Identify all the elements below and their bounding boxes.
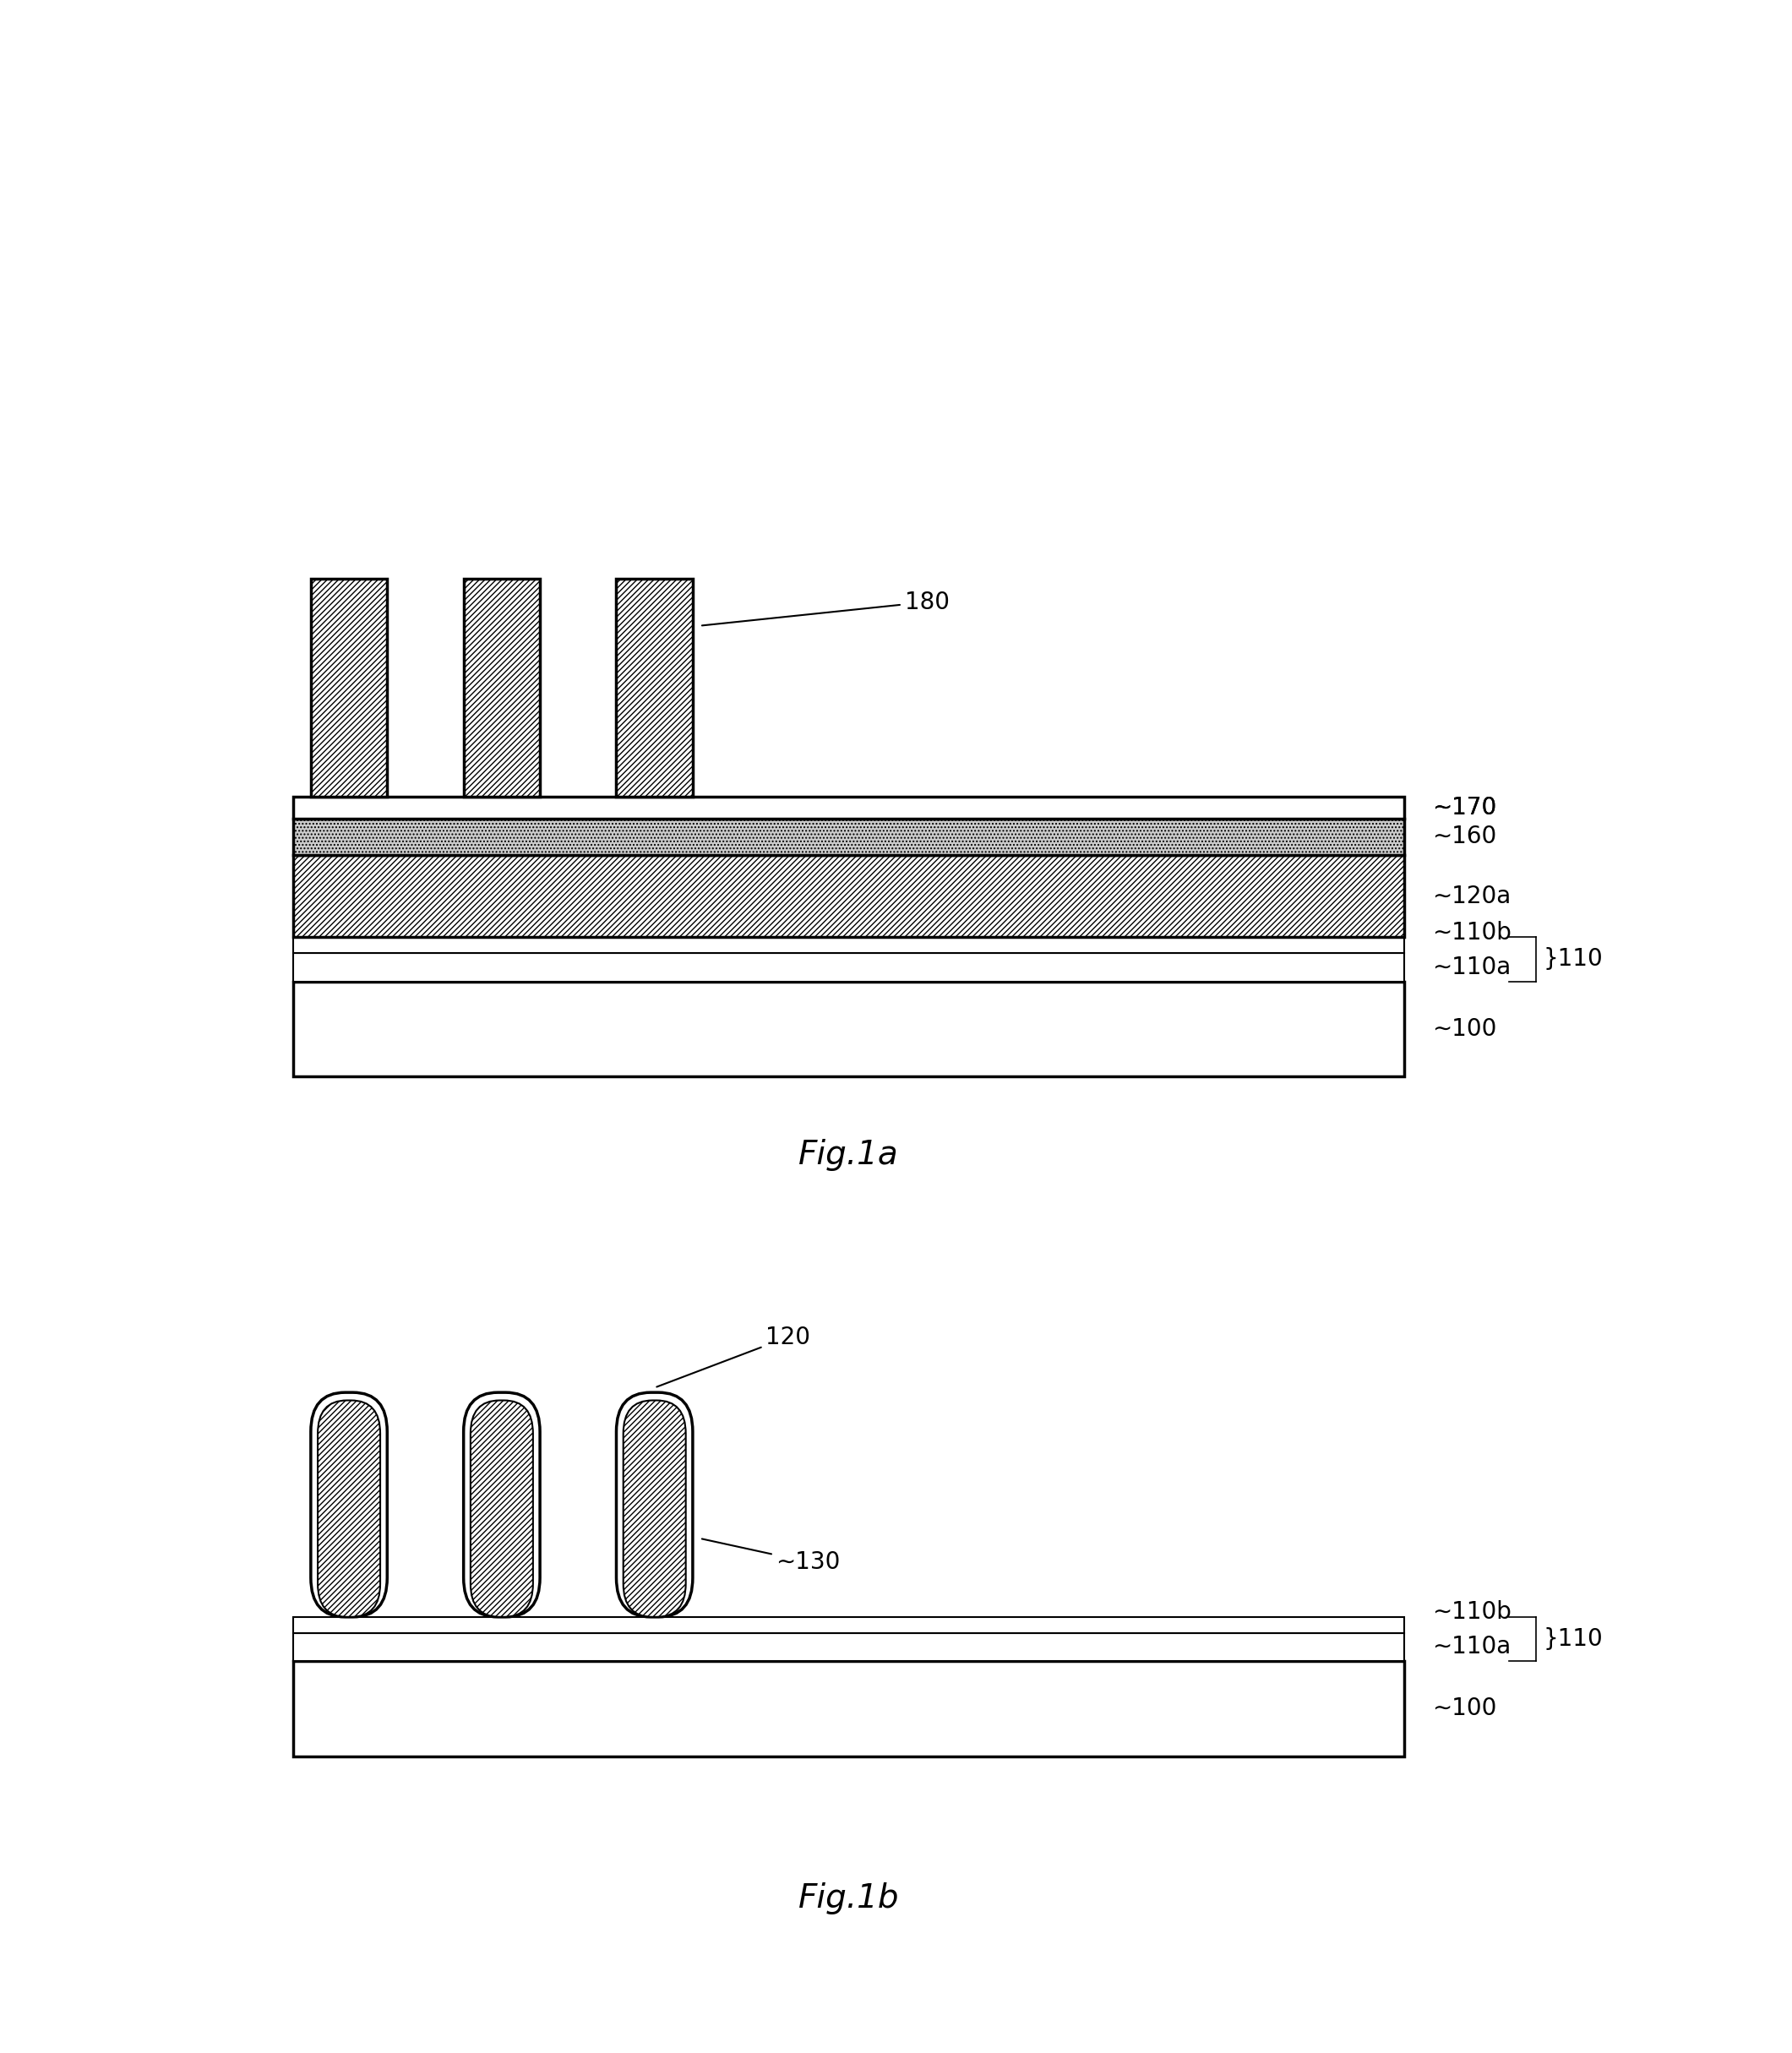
FancyBboxPatch shape: [317, 1400, 380, 1618]
FancyBboxPatch shape: [616, 1392, 694, 1618]
Text: ∼120a: ∼120a: [1432, 885, 1511, 907]
FancyBboxPatch shape: [464, 1392, 539, 1618]
FancyBboxPatch shape: [310, 1392, 387, 1618]
Text: ∼170: ∼170: [1432, 797, 1496, 819]
Bar: [464, 579, 539, 797]
Text: Fig.1b: Fig.1b: [799, 1883, 900, 1913]
Bar: [310, 579, 387, 797]
Bar: [294, 854, 1405, 936]
Text: 120: 120: [656, 1326, 810, 1388]
Bar: [294, 953, 1405, 981]
Text: ∼110b: ∼110b: [1432, 1601, 1512, 1624]
Bar: [294, 1618, 1405, 1632]
Bar: [294, 981, 1405, 1076]
Bar: [616, 579, 694, 797]
FancyBboxPatch shape: [471, 1400, 532, 1618]
Text: ∼110b: ∼110b: [1432, 920, 1512, 944]
Text: ∼130: ∼130: [702, 1540, 840, 1575]
Bar: [294, 819, 1405, 854]
Bar: [294, 797, 1405, 819]
Text: }110: }110: [1543, 948, 1604, 971]
Text: ∼110a: ∼110a: [1432, 1634, 1511, 1659]
Bar: [294, 1632, 1405, 1661]
Text: }110: }110: [1543, 1628, 1604, 1651]
Text: ∼100: ∼100: [1432, 1696, 1496, 1720]
Text: ∼160: ∼160: [1432, 825, 1496, 848]
Text: ∼110a: ∼110a: [1432, 955, 1511, 979]
Text: 180: 180: [702, 589, 950, 626]
Text: ∼170: ∼170: [1432, 797, 1496, 819]
Bar: [294, 936, 1405, 953]
Bar: [294, 1661, 1405, 1755]
Text: ∼100: ∼100: [1432, 1016, 1496, 1041]
Text: Fig.1a: Fig.1a: [799, 1139, 900, 1172]
FancyBboxPatch shape: [624, 1400, 686, 1618]
